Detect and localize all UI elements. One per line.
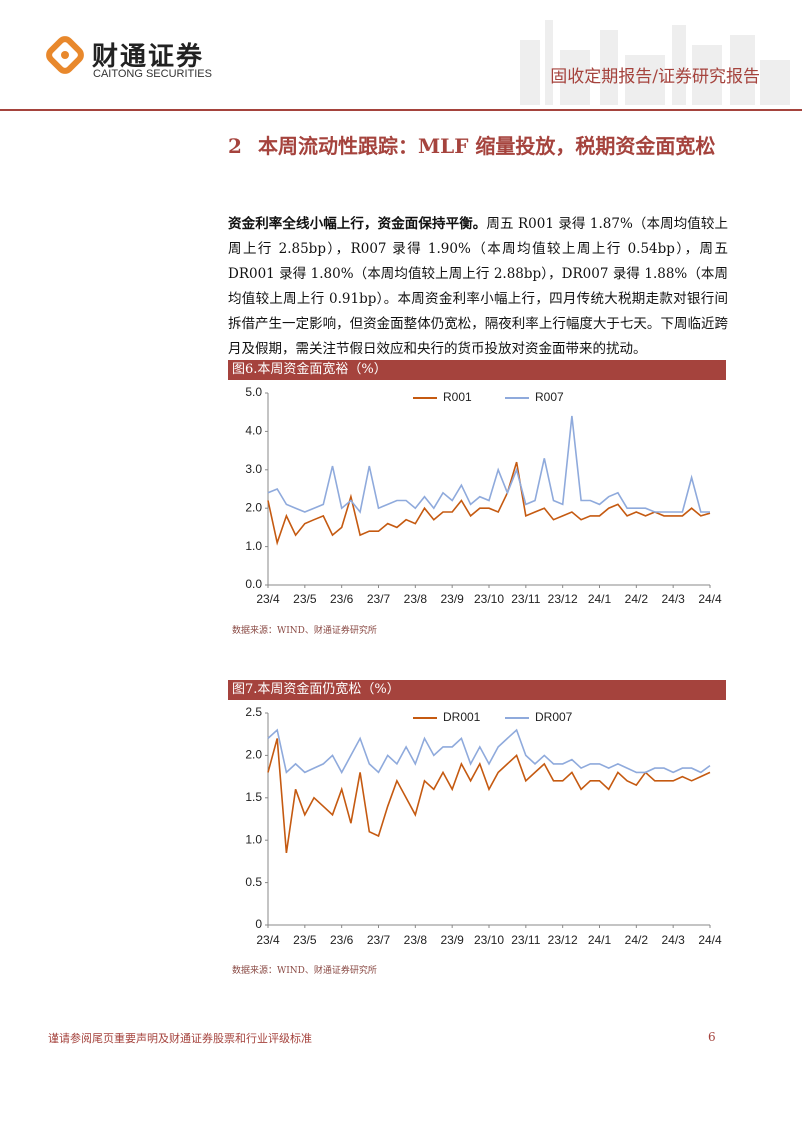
x-tick-label: 23/11 [511, 933, 540, 947]
x-tick-label: 24/3 [661, 933, 685, 947]
figure-title: 图7.本周资金面仍宽松（%） [228, 680, 726, 700]
x-tick-label: 23/8 [404, 933, 428, 947]
y-tick-label: 0.0 [245, 577, 262, 591]
series-line [267, 461, 711, 546]
legend-label: DR001 [443, 710, 481, 724]
x-tick-label: 23/4 [256, 592, 280, 606]
section-number: 2 [228, 134, 242, 158]
x-tick-label: 23/12 [548, 592, 578, 606]
x-tick-label: 24/3 [661, 592, 685, 606]
page-number: 6 [708, 1030, 716, 1044]
y-tick-label: 2.5 [245, 705, 262, 719]
x-tick-label: 24/2 [625, 933, 649, 947]
figure-source: 数据来源：WIND、财通证券研究所 [232, 626, 377, 636]
x-tick-label: 23/7 [367, 933, 391, 947]
footer-disclaimer: 谨请参阅尾页重要声明及财通证券股票和行业评级标准 [48, 1032, 312, 1045]
y-tick-label: 2.0 [245, 748, 262, 762]
x-tick-label: 24/4 [698, 592, 722, 606]
paragraph: 资金利率全线小幅上行，资金面保持平衡。周五 R001 录得 1.87%（本周均值… [228, 212, 728, 362]
y-tick-label: 1.0 [245, 539, 262, 553]
x-tick-label: 23/5 [293, 592, 317, 606]
legend-label: DR007 [535, 710, 573, 724]
y-tick-label: 3.0 [245, 462, 262, 476]
y-tick-label: 5.0 [245, 385, 262, 399]
y-tick-label: 1.0 [245, 832, 262, 846]
x-tick-label: 23/8 [404, 592, 428, 606]
x-tick-label: 24/1 [588, 933, 612, 947]
chart: 0 0.5 1.0 1.5 2.0 2.5 23/4 23/5 23/6 23/7 23/8 23/9… [245, 705, 722, 947]
section-title: 本周流动性跟踪：MLF 缩量投放，税期资金面宽松 [258, 134, 716, 158]
logo-cn: 财通证券 [92, 42, 205, 72]
skyline [520, 20, 790, 105]
paragraph-body: 周五 R001 录得 1.87%（本周均值较上周上行 2.85bp），R007 … [228, 216, 728, 357]
x-tick-label: 23/5 [293, 933, 317, 947]
series-line [267, 415, 710, 514]
x-tick-label: 23/11 [511, 592, 540, 606]
x-tick-label: 23/6 [330, 592, 354, 606]
logo-en: CAITONG SECURITIES [93, 68, 212, 80]
figure-source: 数据来源：WIND、财通证券研究所 [232, 966, 377, 976]
y-tick-label: 1.5 [245, 790, 262, 804]
chart: 0.0 1.0 2.0 3.0 4.0 5.0 23/4 23/5 23/6 23/7 23/8 23… [245, 385, 722, 606]
x-tick-label: 23/4 [256, 933, 280, 947]
logo-mark [46, 36, 84, 74]
figure-title: 图6.本周资金面宽裕（%） [228, 360, 726, 380]
y-tick-label: 0.5 [245, 875, 262, 889]
report-type: 固收定期报告/证券研究报告 [550, 67, 760, 87]
section-heading: 2 本周流动性跟踪：MLF 缩量投放，税期资金面宽松 [228, 126, 728, 166]
x-tick-label: 23/7 [367, 592, 391, 606]
legend-label: R007 [535, 390, 564, 404]
x-tick-label: 23/10 [474, 933, 504, 947]
paragraph-lead: 资金利率全线小幅上行，资金面保持平衡。 [228, 216, 487, 232]
x-tick-label: 23/6 [330, 933, 354, 947]
x-tick-label: 23/10 [474, 592, 504, 606]
series-line [267, 738, 711, 854]
legend-label: R001 [443, 390, 472, 404]
y-tick-label: 0 [255, 917, 262, 931]
y-tick-label: 2.0 [245, 500, 262, 514]
header-graphics [0, 20, 802, 111]
x-tick-label: 23/9 [440, 592, 464, 606]
x-tick-label: 24/4 [698, 933, 722, 947]
x-tick-label: 24/2 [625, 592, 649, 606]
series-line [267, 728, 711, 775]
x-tick-label: 23/12 [548, 933, 578, 947]
x-tick-label: 23/9 [440, 933, 464, 947]
y-tick-label: 4.0 [245, 424, 262, 438]
x-tick-label: 24/1 [588, 592, 612, 606]
